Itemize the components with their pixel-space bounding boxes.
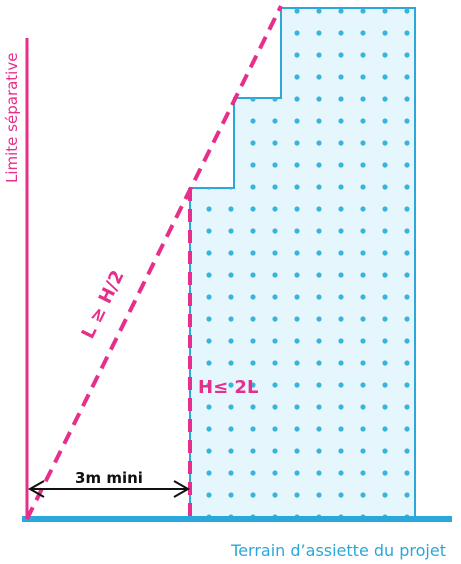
terrain-label: Terrain d’assiette du projet (230, 541, 446, 560)
limite-separative-label: Limite séparative (3, 53, 21, 183)
distance-label: 3m mini (75, 469, 143, 487)
distance-arrow (27, 480, 191, 498)
building-dot-pattern (190, 8, 415, 517)
diagonal-dashed-line (25, 5, 283, 520)
length-rule-label: H≤ 2L (198, 377, 258, 398)
